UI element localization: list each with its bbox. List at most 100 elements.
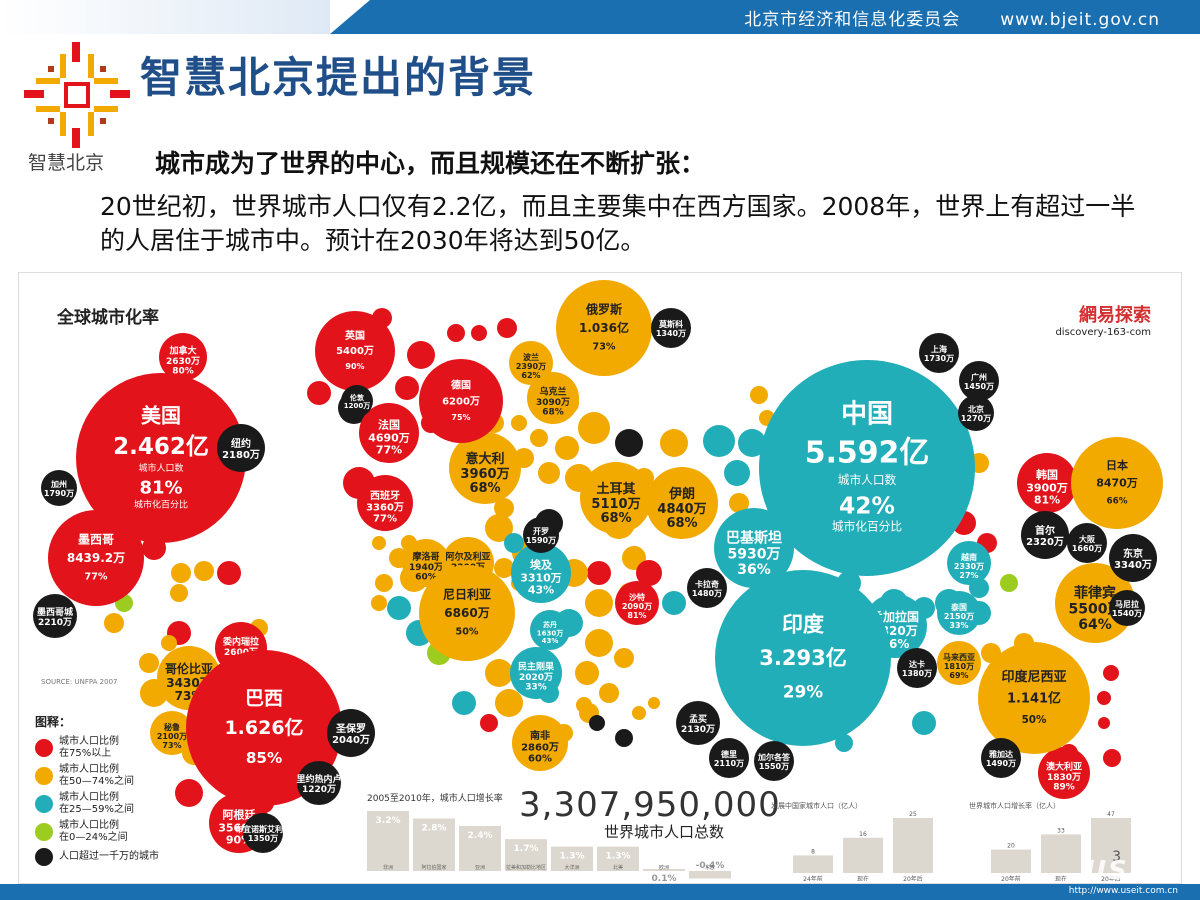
- small-country-bubble: [555, 436, 579, 460]
- city-population: 1450万: [964, 382, 994, 391]
- country-name: 菲律宾: [1074, 584, 1116, 601]
- megacity-bubble-circle: [1021, 511, 1069, 559]
- small-country-bubble: [480, 714, 498, 732]
- country-bubble-circle: [759, 360, 975, 576]
- country-name: 越南: [960, 552, 977, 562]
- megacity-bubble-circle: [754, 741, 794, 781]
- small-country-bubble: [750, 386, 768, 404]
- country-bubble-circle: [978, 642, 1090, 754]
- small-country-bubble: [538, 462, 560, 484]
- small-country-bubble: [371, 595, 387, 611]
- growth-bar-value: 1.7%: [514, 844, 539, 854]
- country-rate: 81%: [139, 478, 182, 499]
- country-name: 俄罗斯: [585, 302, 622, 317]
- city-name: 莫斯科: [658, 319, 683, 329]
- city-name: 孟买: [689, 714, 707, 725]
- legend-dot-icon: [35, 767, 53, 785]
- growth-bar-label: 亚洲: [475, 865, 485, 871]
- subtitle: 城市成为了世界的中心，而且规模还在不断扩张：: [155, 149, 706, 178]
- country-population: 5400万: [336, 345, 374, 357]
- country-bubble-russia: 俄罗斯 1.036亿 73%: [556, 280, 652, 376]
- country-population: 8470万: [1096, 477, 1138, 490]
- smart-beijing-logo-icon: [24, 42, 130, 148]
- mini-bar: [843, 837, 883, 873]
- mini-chart-developing: 发展中国家城市人口（亿人） 8 24年前 16 现在 25 20年后: [771, 801, 951, 881]
- small-country-bubble: [585, 589, 613, 617]
- country-population: 3.293亿: [759, 646, 846, 670]
- mini-bar-value: 20: [1007, 843, 1015, 850]
- country-rate: 81%: [627, 611, 646, 620]
- country-bubble-circle: [1055, 563, 1135, 643]
- small-country-bubble: [662, 591, 686, 615]
- small-country-bubble: [615, 429, 643, 457]
- country-population: 2860万: [521, 742, 559, 754]
- country-rate: 90%: [345, 362, 364, 371]
- megacity-bubble-circle: [297, 761, 341, 805]
- mini-bar: [1091, 818, 1131, 873]
- city-name: 圣保罗: [336, 722, 366, 735]
- country-bubble-circle: [76, 373, 246, 543]
- megacity-bubble-circle: [1067, 523, 1107, 563]
- country-name: 韩国: [1036, 468, 1058, 482]
- website[interactable]: www.bjeit.gov.cn: [1000, 10, 1160, 30]
- city-population: 2130万: [681, 724, 715, 735]
- country-bubble-circle: [715, 570, 891, 746]
- country-bubble-circle: [714, 508, 794, 588]
- small-country-bubble: [615, 729, 633, 747]
- city-population: 1550万: [759, 762, 789, 771]
- country-rate: 33%: [525, 683, 547, 693]
- country-name: 波兰: [523, 352, 539, 362]
- city-name: 大阪: [1079, 534, 1096, 544]
- country-bubble-circle: [1038, 747, 1090, 799]
- legend-item: 城市人口比例 在25—59%之间: [35, 792, 185, 816]
- country-rate: 64%: [1078, 617, 1112, 633]
- country-rate: 77%: [376, 443, 402, 456]
- legend-dot-icon: [35, 795, 53, 813]
- legend-label: 人口超过一千万的城市: [59, 851, 159, 862]
- city-population: 1200万: [344, 402, 370, 410]
- growth-bar-value: 2.8%: [422, 824, 447, 834]
- megacity-bubble-circle: [958, 395, 994, 431]
- country-bubble-brazil: 巴西 1.626亿 85%: [186, 650, 342, 806]
- country-bubble-circle: [48, 510, 144, 606]
- brand-url: discovery-163-com: [1055, 327, 1151, 338]
- small-country-bubble: [407, 341, 435, 369]
- country-bubble-japan: 日本 8470万 66%: [1071, 437, 1163, 529]
- country-name: 德国: [450, 378, 471, 391]
- country-name: 尼日利亚: [443, 587, 491, 602]
- small-country-bubble: [530, 429, 548, 447]
- city-population: 3340万: [1114, 559, 1152, 571]
- country-bubble-circle: [646, 467, 718, 539]
- country-name: 阿尔及利亚: [445, 550, 490, 562]
- country-bubble-indonesia: 印度尼西亚 1.141亿 50%: [978, 642, 1090, 754]
- country-population: 2.462亿: [113, 434, 209, 460]
- country-rate: 68%: [600, 511, 631, 526]
- country-bubble-circle: [509, 341, 553, 385]
- country-rate: 69%: [949, 671, 968, 680]
- country-bubble-circle: [1017, 453, 1077, 513]
- mini-bar-label: 20年前: [1001, 875, 1021, 881]
- country-name: 西班牙: [370, 489, 400, 502]
- country-rate: 33%: [949, 621, 968, 630]
- legend-item: 城市人口比例 在0—24%之间: [35, 820, 185, 844]
- country-rate: 73%: [593, 342, 616, 353]
- country-population: 5500万: [1069, 602, 1122, 618]
- country-population: 1.141亿: [1007, 690, 1061, 706]
- megacity-bubble-circle: [1109, 590, 1145, 626]
- small-country-bubble: [587, 561, 611, 585]
- country-name: 阿根廷: [223, 808, 257, 822]
- total-urban-population: 3,307,950,000: [519, 785, 781, 825]
- country-population: 8439.2万: [67, 551, 125, 565]
- megacity-bubble-circle: [41, 470, 77, 506]
